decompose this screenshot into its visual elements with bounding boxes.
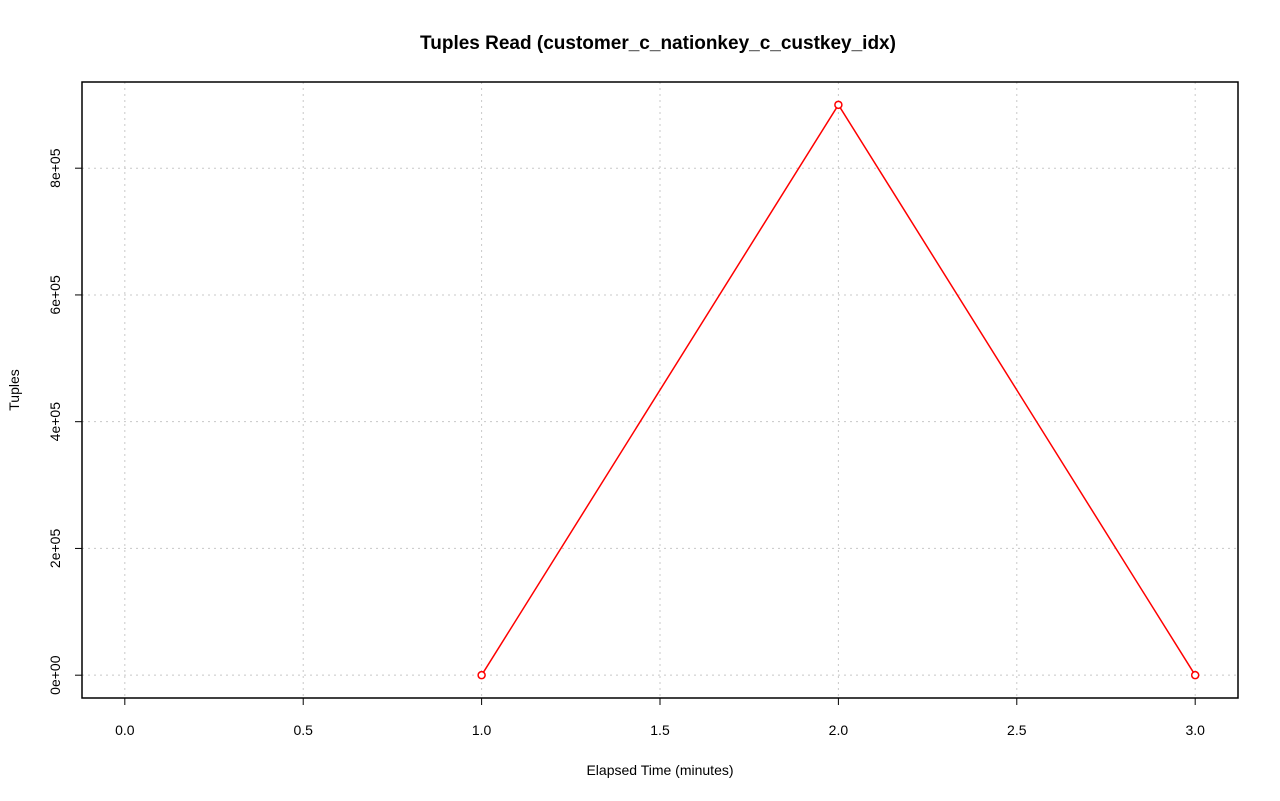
y-tick-label: 2e+05 — [47, 529, 63, 569]
y-tick-label: 8e+05 — [47, 148, 63, 188]
point — [1190, 670, 1200, 680]
x-tick-label: 1.0 — [472, 722, 492, 738]
x-tick-label: 0.5 — [293, 722, 313, 738]
chart-title: Tuples Read (customer_c_nationkey_c_cust… — [420, 33, 896, 54]
x-tick-label: 0.0 — [115, 722, 135, 738]
x-tick-label: 2.0 — [829, 722, 849, 738]
x-tick-label: 2.5 — [1007, 722, 1027, 738]
y-axis-title: Tuples — [6, 369, 22, 411]
point — [834, 100, 843, 110]
y-tick-label: 0e+00 — [47, 655, 63, 695]
x-axis-title: Elapsed Time (minutes) — [586, 762, 733, 778]
x-tick-label: 3.0 — [1185, 722, 1205, 738]
point — [477, 670, 486, 680]
x-tick-label: 1.5 — [650, 722, 670, 738]
y-tick-label: 4e+05 — [47, 402, 63, 442]
y-tick-label: 6e+05 — [47, 275, 63, 315]
plot-frame — [81, 81, 1239, 699]
